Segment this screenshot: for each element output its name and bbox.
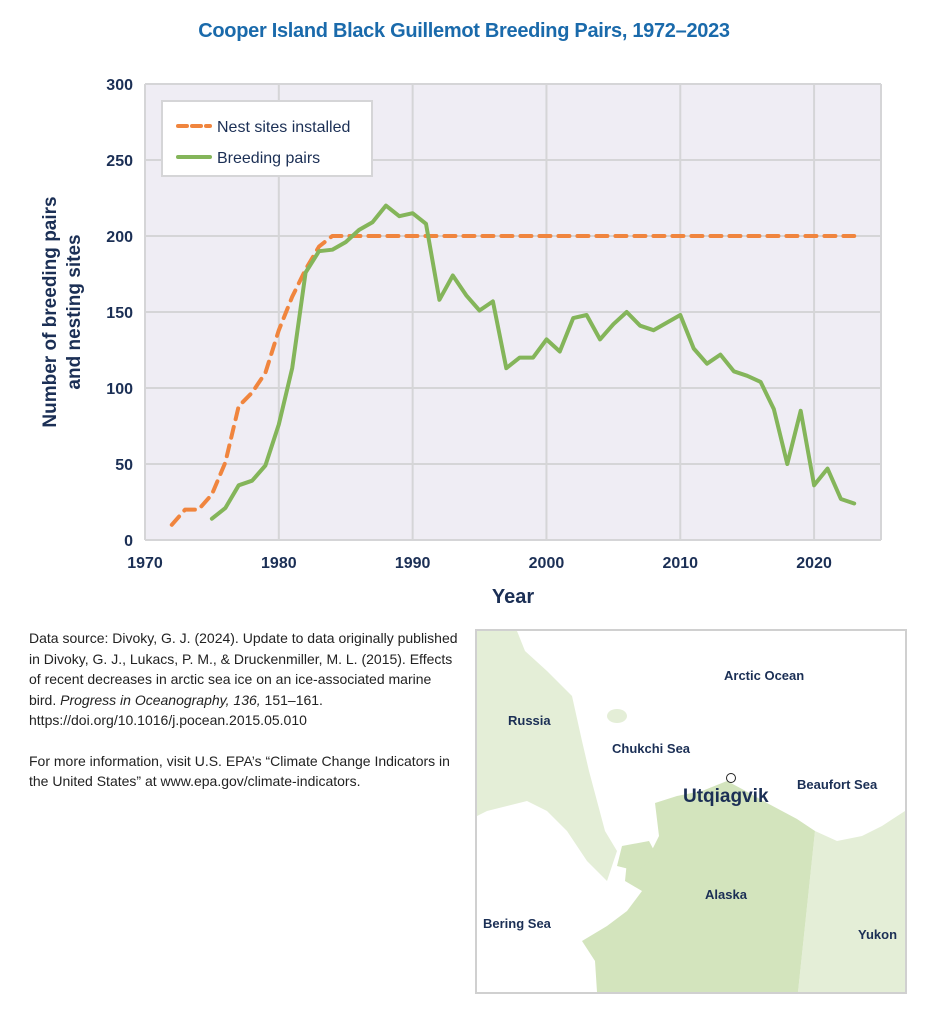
axes: 0 50 100 150 200 250 300 1970 1980 1990 2000 2010 20…	[106, 77, 832, 572]
y-axis-label-line-2: and nesting sites	[64, 234, 85, 389]
citation-end: 151–161. https://doi.org/10.1016/j.pocea…	[29, 691, 323, 729]
map-label-yukon: Yukon	[858, 927, 898, 942]
x-tick-label: 1980	[261, 555, 297, 572]
map-label-arctic-ocean: Arctic Ocean	[724, 668, 805, 683]
series-line-breeding-pairs	[209, 203, 857, 521]
x-tick-label: 1970	[127, 555, 163, 572]
x-tick-label: 2010	[662, 555, 698, 572]
map-shapes	[477, 631, 905, 992]
yukon-landmass	[798, 811, 905, 992]
location-map: Arctic Ocean Russia Chukchi Sea Beaufort…	[475, 629, 907, 994]
map-label-chukchi-sea: Chukchi Sea	[612, 741, 691, 756]
y-tick-label: 250	[106, 153, 133, 170]
legend-label-breeding-pairs: Breeding pairs	[217, 150, 320, 167]
x-axis-label: Year	[492, 586, 534, 608]
y-tick-label: 200	[106, 229, 133, 246]
series-line-nest-sites-installed	[169, 234, 857, 527]
russia-landmass	[477, 631, 617, 881]
data-source: Data source: Divoky, G. J. (2024). Updat…	[29, 628, 459, 812]
y-tick-label: 100	[106, 381, 133, 398]
map-label-beaufort-sea: Beaufort Sea	[797, 777, 878, 792]
wrangel-island	[607, 709, 627, 723]
series-lines	[169, 203, 857, 527]
x-tick-label: 2020	[796, 555, 832, 572]
x-tick-label: 1990	[395, 555, 431, 572]
map-label-utqiagvik: Utqiagvik	[683, 786, 769, 807]
chart-title: Cooper Island Black Guillemot Breeding P…	[198, 20, 730, 42]
alaska-landmass	[582, 781, 815, 992]
y-axis-label: Number of breeding pairs and nesting sit…	[40, 196, 85, 427]
map-label-russia: Russia	[508, 713, 551, 728]
map-label-bering-sea: Bering Sea	[483, 916, 551, 931]
utqiagvik-marker-icon	[726, 773, 736, 783]
y-tick-label: 300	[106, 77, 133, 94]
x-tick-label: 2000	[529, 555, 565, 572]
citation: Data source: Divoky, G. J. (2024). Updat…	[29, 628, 459, 731]
seward-peninsula	[617, 841, 657, 871]
chart: 0 50 100 150 200 250 300 1970 1980 1990 2000 2010 20…	[40, 77, 882, 608]
legend-box	[161, 100, 373, 177]
map-label-alaska: Alaska	[705, 887, 747, 902]
citation-journal: Progress in Oceanography, 136,	[60, 691, 261, 708]
citation-text: Data source: Divoky, G. J. (2024). Updat…	[29, 630, 458, 708]
y-tick-label: 150	[106, 305, 133, 322]
legend: Nest sites installed Breeding pairs	[161, 100, 373, 177]
y-axis-label-line-1: Number of breeding pairs	[40, 196, 61, 427]
legend-label-nest-sites: Nest sites installed	[217, 119, 350, 136]
y-tick-label: 50	[115, 457, 133, 474]
y-tick-label: 0	[124, 533, 133, 550]
more-info: For more information, visit U.S. EPA’s “…	[29, 752, 450, 790]
